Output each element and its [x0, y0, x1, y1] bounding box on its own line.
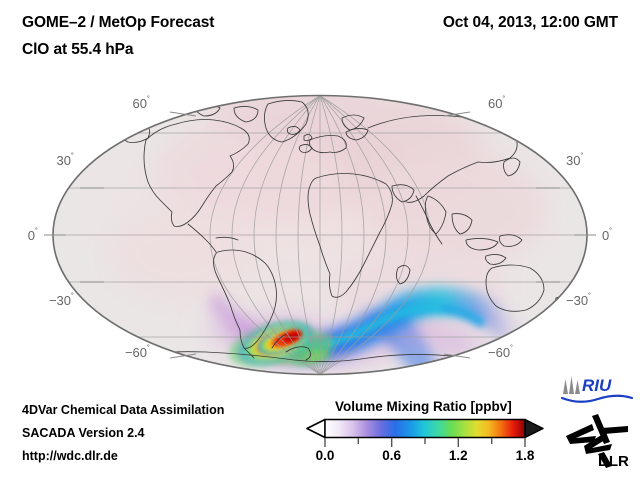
riu-wave-icon: [560, 394, 634, 403]
dlr-logo-text: DLR: [598, 453, 629, 470]
degree-symbol: ˚: [71, 151, 74, 162]
lat-label-right-0: 0˚: [602, 226, 613, 244]
colorbar-ticks: [324, 438, 526, 447]
colorbar: [305, 417, 545, 473]
forecast-datetime: Oct 04, 2013, 12:00 GMT: [442, 14, 618, 31]
lat-label-right-m30: −30˚: [566, 291, 592, 309]
degree-symbol: ˚: [609, 226, 613, 237]
dlr-logo: DLR: [562, 412, 634, 470]
degree-symbol: ˚: [147, 94, 150, 105]
plume-tail: [207, 293, 257, 341]
website-url[interactable]: http://wdc.dlr.de: [22, 449, 118, 463]
method-label: 4DVar Chemical Data Assimilation: [22, 403, 225, 417]
graticule: [53, 95, 587, 375]
dlr-logo-svg: DLR: [566, 414, 629, 470]
lat-label-left-m30: −30˚: [48, 291, 74, 309]
latitude-ticks: [44, 111, 596, 359]
lat-label-right-60: 60˚: [488, 94, 506, 112]
dlr-mark-icon: [566, 414, 628, 468]
colorbar-min-cap-icon: [306, 418, 326, 439]
degree-symbol: ˚: [147, 343, 150, 354]
riu-logo: RIU: [560, 374, 634, 404]
degree-symbol: ˚: [71, 291, 74, 302]
degree-symbol: ˚: [502, 94, 506, 105]
degree-symbol: ˚: [580, 151, 584, 162]
colorbar-tick-2: 1.2: [448, 448, 468, 463]
colorbar-title: Volume Mixing Ratio [ppbv]: [335, 399, 512, 414]
lat-label-left-60: 60˚: [132, 94, 150, 112]
degree-symbol: ˚: [35, 226, 38, 237]
world-map: 60˚ 30˚ 0˚ −30˚ −60˚ 60˚ 30˚ 0˚ −30˚ −60…: [27, 94, 613, 376]
species-level-label: ClO at 55.4 hPa: [22, 41, 134, 58]
degree-symbol: ˚: [588, 291, 592, 302]
riu-logo-text: RIU: [582, 376, 612, 395]
colorbar-tick-3: 1.8: [515, 448, 535, 463]
page-title: GOME–2 / MetOp Forecast: [22, 14, 215, 31]
colorbar-svg: [306, 418, 544, 447]
riu-logo-svg: RIU: [560, 376, 634, 403]
colorbar-tick-0: 0.0: [315, 448, 335, 463]
map-svg: [44, 94, 596, 376]
degree-symbol: ˚: [510, 343, 514, 354]
lat-label-left-0: 0˚: [27, 226, 38, 244]
lat-label-right-30: 30˚: [566, 151, 584, 169]
colorbar-max-cap-icon: [524, 418, 544, 439]
riu-bars-icon: [563, 376, 580, 394]
colorbar-tick-1: 0.6: [382, 448, 402, 463]
lat-label-left-m60: −60˚: [124, 343, 150, 361]
version-label: SACADA Version 2.4: [22, 426, 145, 440]
colorbar-gradient: [325, 419, 525, 438]
background-field-blobs: [110, 95, 545, 330]
lat-label-left-30: 30˚: [56, 151, 74, 169]
lat-label-right-m60: −60˚: [488, 343, 514, 361]
